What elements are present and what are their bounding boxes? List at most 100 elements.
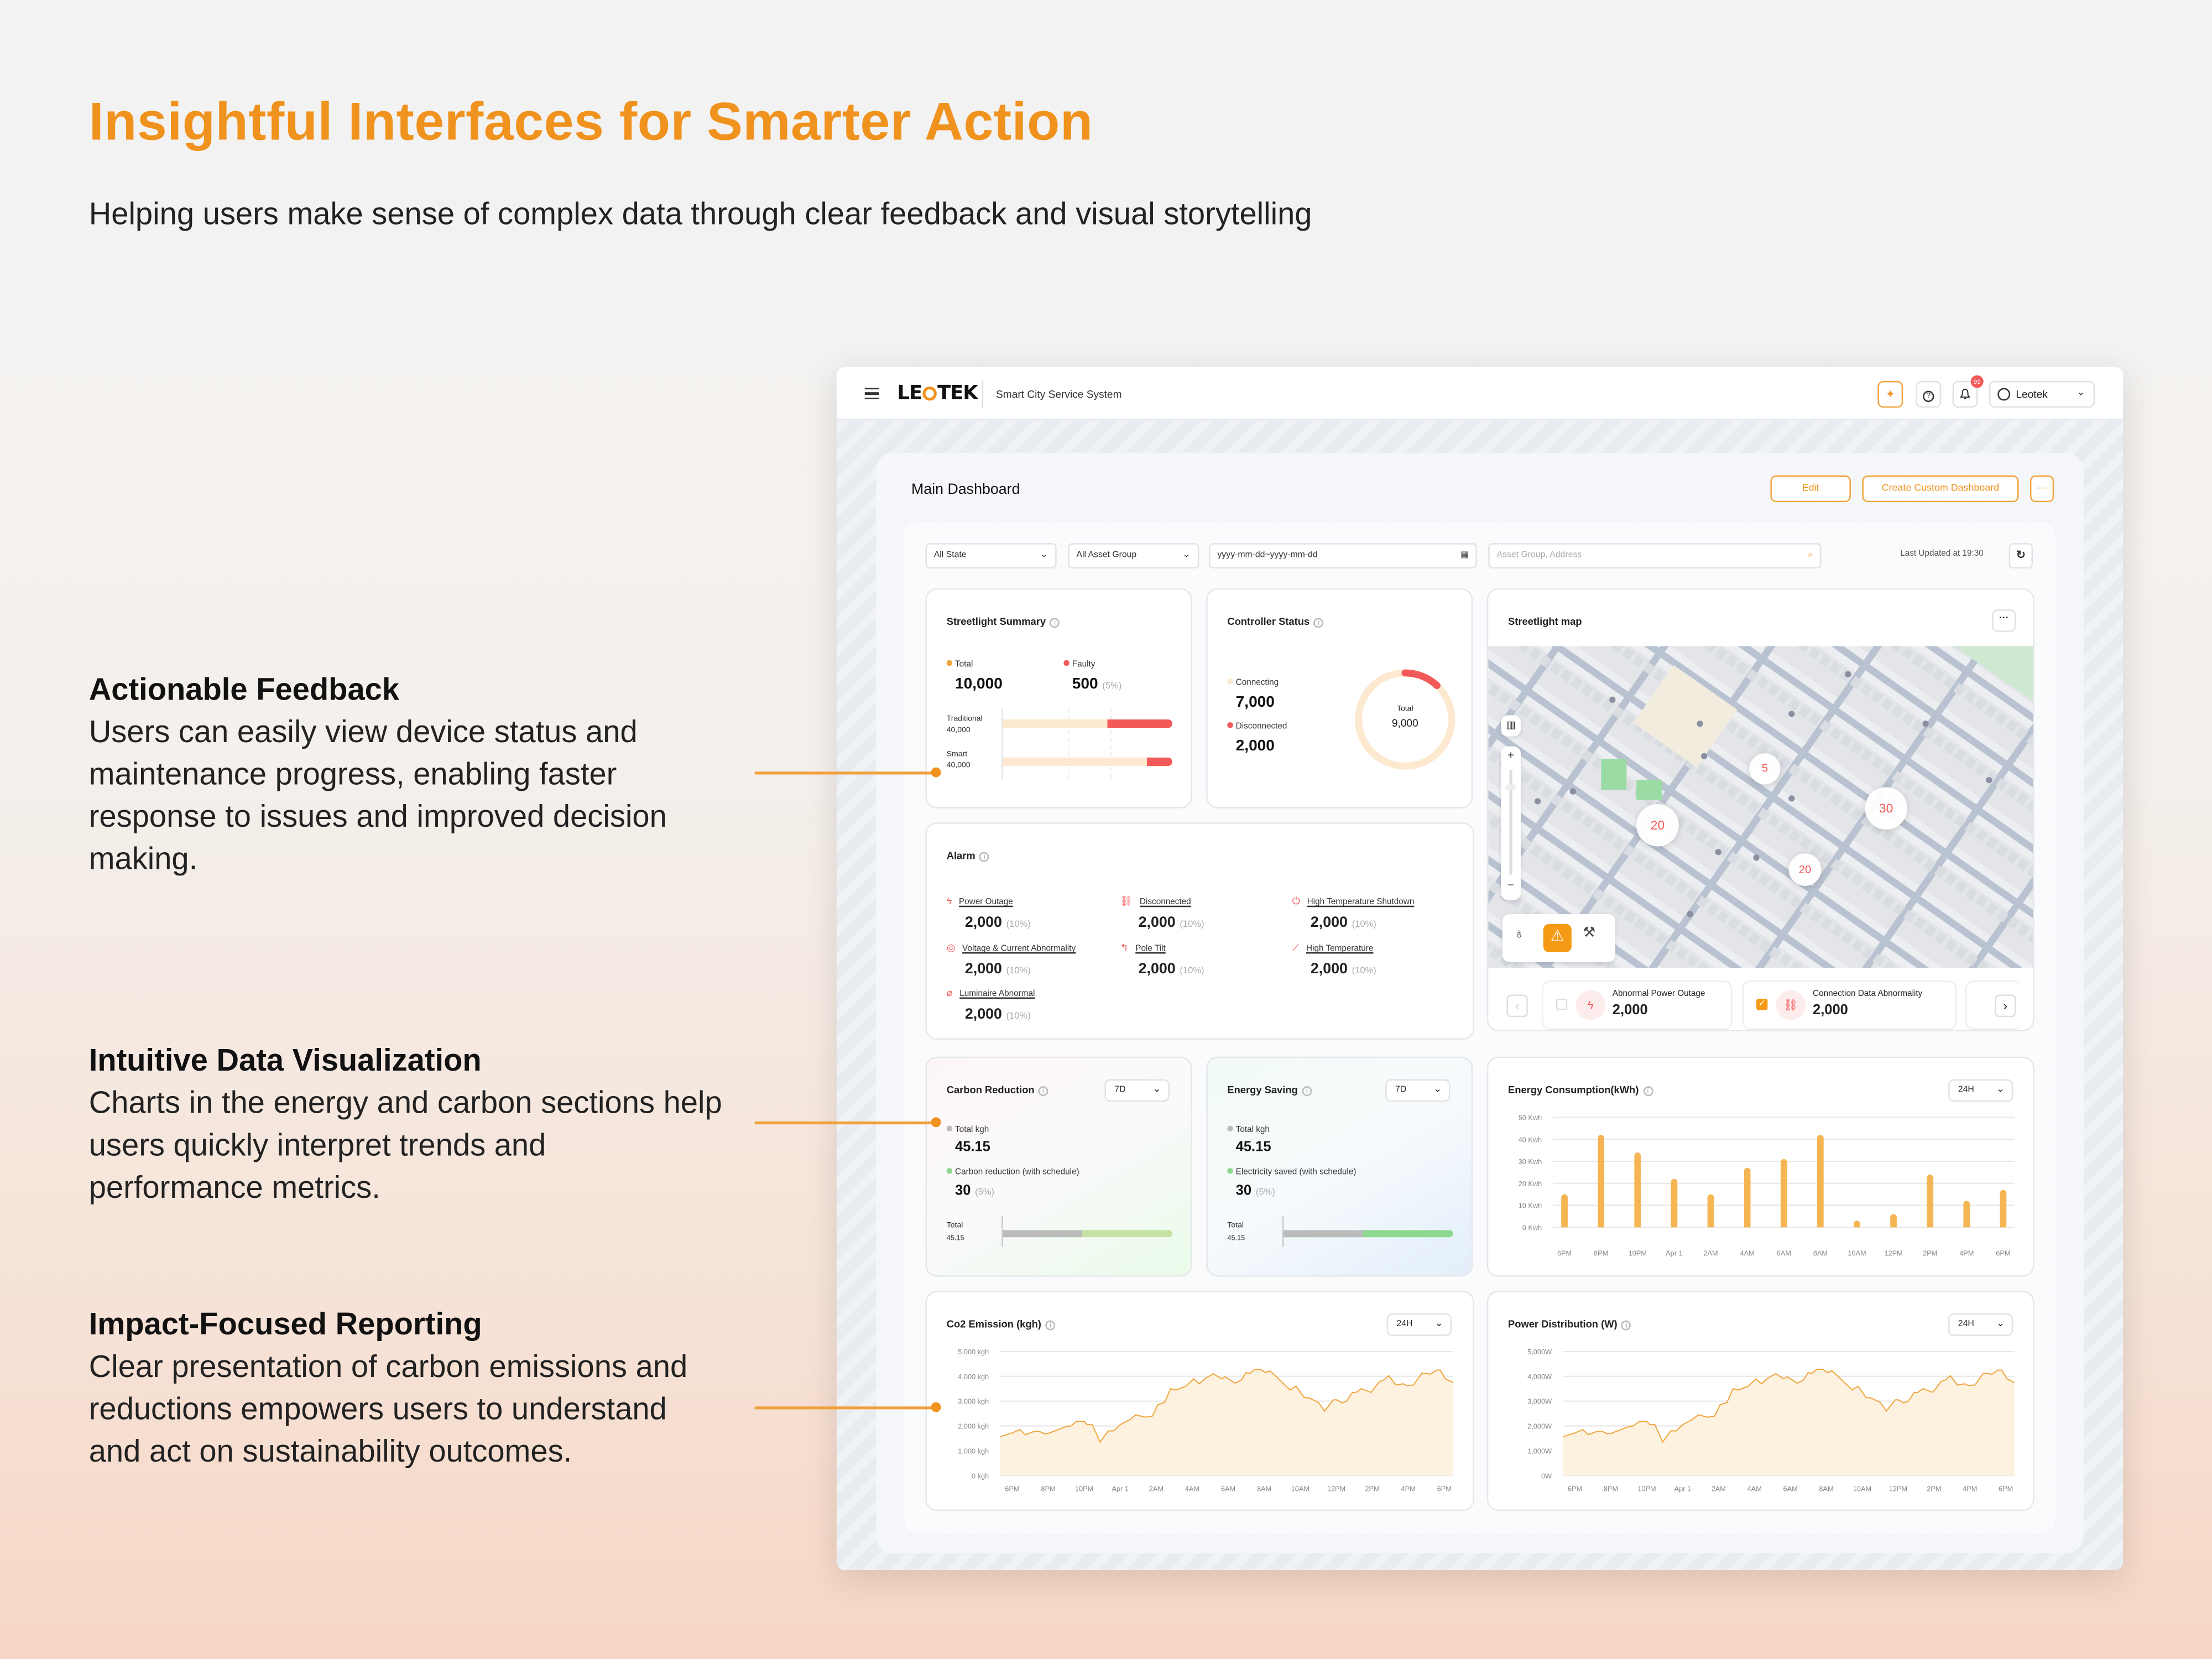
info-icon[interactable]: i [1621,1320,1632,1331]
alarm-item[interactable]: ◎ Voltage & Current Abnormality 2,000 (10%) [947,932,1076,978]
info-icon[interactable]: i [1642,1086,1653,1097]
ai-assistant-button[interactable]: ✦ [1877,380,1903,408]
alarm-link[interactable]: Voltage & Current Abnormality [962,945,1076,954]
info-icon[interactable]: i [979,852,990,862]
info-icon[interactable]: i [1050,618,1060,628]
asset-group-select[interactable]: All Asset Group ⌄ [1068,543,1199,569]
map-building [1715,647,1728,660]
alarm-value: 2,000 [1310,961,1348,978]
map-building [1829,661,1842,675]
bar-label: Total [1227,1222,1244,1230]
cluster-marker[interactable]: 20 [1636,804,1679,847]
zoom-slider-handle[interactable] [1505,784,1517,790]
menu-icon[interactable] [864,388,879,399]
page-title: Main Dashboard [911,481,1020,498]
info-icon[interactable]: i [1313,618,1324,628]
notifications-button[interactable]: 99 [1952,375,1984,408]
map-layers-button[interactable]: ▥ [1501,715,1521,737]
map-building [2005,785,2018,799]
map-more-button[interactable]: ··· [1992,609,2016,632]
map-building [1676,947,1688,960]
info-icon[interactable]: i [1045,1320,1056,1331]
alarm-link[interactable]: High Temperature Shutdown [1307,898,1415,907]
map-building [1944,938,1958,952]
streetlight-map[interactable] [1488,646,2034,968]
carbon-reduction-card: Carbon Reduction i 7D ⌄ Total kgh 45.15 Ca… [925,1056,1192,1277]
zoom-out-button[interactable]: − [1507,879,1515,892]
card-title: Co2 Emission (kgh) [946,1317,1041,1331]
alert-card-connection[interactable]: ✓ ⛓ Connection Data Abnormality 2,000 [1742,980,1957,1030]
alert-mode-button[interactable]: ⚠ [1543,924,1572,952]
map-building [1726,852,1740,865]
zoom-in-button[interactable]: + [1507,749,1515,762]
map-building [1591,757,1604,770]
y-tick-label: 5,000W [1527,1348,1552,1356]
alarm-link[interactable]: Pole Tilt [1135,945,1166,954]
wrench-icon[interactable]: ⚒ [1583,925,1596,941]
map-building [1695,764,1708,778]
sub-label: Electricity saved (with schedule) [1235,1168,1357,1177]
alarm-item[interactable]: ↰ Pole Tilt 2,000 (10%) [1120,932,1204,978]
map-building [2026,734,2033,747]
map-building [1539,721,1552,734]
y-tick-label: 30 Kwh [1519,1157,1542,1166]
period-select[interactable]: 24H ⌄ [1948,1313,2013,1336]
alert-checkbox-checked[interactable]: ✓ [1756,999,1768,1010]
y-tick-label: 3,000 kgh [958,1397,989,1406]
user-menu[interactable]: Leotek ⌄ [1989,380,2095,408]
alerts-prev-button[interactable]: ‹ [1506,994,1528,1018]
period-select[interactable]: 7D ⌄ [1104,1079,1170,1102]
map-building [2017,924,2030,937]
zoom-control[interactable]: + − [1501,746,1521,900]
map-building [1488,940,1492,953]
x-tick-label: 10PM [1075,1484,1093,1493]
bar [1890,1214,1897,1228]
alarm-item[interactable]: ⏻ High Temperature Shutdown 2,000 (10%) [1292,886,1415,931]
alarm-item[interactable]: ⛓ Disconnected 2,000 (10%) [1120,886,1204,931]
alarm-item[interactable]: ⌀ Luminaire Abnormal 2,000 (10%) [947,978,1035,1022]
state-select[interactable]: All State ⌄ [925,543,1057,569]
info-icon[interactable]: i [1302,1086,1312,1097]
alarm-link[interactable]: Disconnected [1139,898,1191,907]
map-building [1623,844,1636,858]
alarm-link[interactable]: High Temperature [1306,945,1374,954]
alerts-next-button[interactable]: › [1995,994,2016,1018]
feature-actionable-feedback: Actionable Feedback Users can easily vie… [89,669,724,880]
cluster-marker[interactable]: 30 [1865,787,1907,830]
more-options-button[interactable]: ··· [2030,475,2054,503]
period-select[interactable]: 24H ⌄ [1948,1079,2013,1102]
cluster-marker[interactable]: 5 [1749,753,1781,785]
card-title: Carbon Reduction [946,1083,1035,1097]
map-building [1654,866,1667,880]
cluster-marker[interactable]: 20 [1788,853,1822,886]
map-building [1839,734,1853,748]
date-range-input[interactable]: yyyy-mm-dd~yyyy-mm-dd ▦ [1209,543,1477,569]
map-building [1622,713,1635,726]
period-select[interactable]: 24H ⌄ [1386,1313,1452,1336]
alarm-link[interactable]: Power Outage [958,898,1013,907]
edit-button[interactable]: Edit [1770,475,1851,503]
search-input[interactable]: Asset Group, Address ⌕ [1488,543,1822,569]
zoom-slider[interactable] [1509,770,1512,875]
alert-checkbox[interactable] [1556,999,1568,1010]
alert-card-power-outage[interactable]: ϟ Abnormal Power Outage 2,000 [1542,980,1733,1030]
period-select[interactable]: 7D ⌄ [1385,1079,1451,1102]
help-button[interactable]: ? [1916,380,1942,408]
alarm-item[interactable]: ϟ Power Outage 2,000 (10%) [947,886,1031,931]
map-building [1706,902,1719,916]
info-icon[interactable]: i [1039,1086,1049,1097]
map-building [1830,924,1844,938]
map-building [1891,771,1905,784]
alarm-item[interactable]: ⟋ High Temperature 2,000 (10%) [1292,932,1376,978]
bulb-icon[interactable]: ♁ [1514,927,1525,943]
map-building [1550,728,1563,741]
map-building [1819,851,1833,865]
map-building [1892,836,1905,850]
refresh-button[interactable]: ↻ [2008,543,2033,569]
create-custom-dashboard-button[interactable]: Create Custom Dashboard [1862,475,2019,503]
x-tick-label: 4PM [1963,1484,1977,1493]
map-road [1488,646,2033,968]
alarm-link[interactable]: Luminaire Abnormal [959,990,1035,999]
map-building [1696,961,1709,968]
map-building [1923,792,1936,806]
